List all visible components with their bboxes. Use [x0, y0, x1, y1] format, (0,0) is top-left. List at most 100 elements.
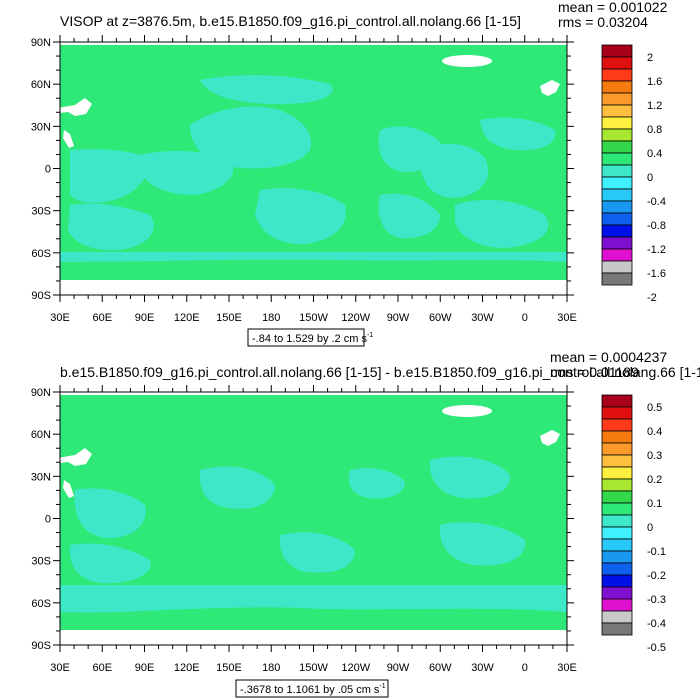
lat-tick-label: 60N	[31, 429, 51, 441]
rms-stat: rms = 0.01189	[550, 364, 639, 380]
lat-tick-label: 0	[45, 164, 51, 176]
anomaly-region	[419, 143, 489, 198]
anomaly-region	[199, 466, 275, 509]
antarctica-mask	[60, 280, 567, 295]
colorbar-swatch	[601, 236, 633, 250]
panel-title: b.e15.B1850.f09_g16.pi_control.all.nolan…	[60, 364, 700, 380]
colorbar-swatch	[601, 164, 633, 178]
lon-tick-label: 150E	[216, 312, 242, 324]
range-label-text: -.3678 to 1.1061 by .05 cm s	[240, 684, 380, 696]
colorbar-label: 0	[647, 522, 653, 534]
lon-tick-label: 90E	[135, 662, 155, 674]
anomaly-region	[439, 522, 526, 566]
lon-tick-label: 150E	[216, 662, 242, 674]
lon-tick-label: 30E	[557, 662, 577, 674]
anomaly-region	[140, 150, 234, 195]
anomaly-region	[255, 188, 346, 245]
colorbar-label: -1.6	[647, 268, 666, 280]
lat-tick-label: 60S	[31, 248, 51, 260]
colorbar-swatch	[601, 574, 633, 588]
colorbar-swatch	[601, 406, 633, 420]
colorbar-label: -0.4	[647, 618, 666, 630]
anomaly-region	[74, 488, 146, 539]
colorbar-swatch	[601, 128, 633, 142]
colorbar-label: 0.1	[647, 498, 662, 510]
colorbar-swatch	[601, 478, 633, 492]
colorbar-swatch	[601, 260, 633, 274]
colorbar-swatch	[601, 200, 633, 214]
range-label-text: -.84 to 1.529 by .2 cm s	[252, 333, 367, 345]
colorbar-swatch	[601, 44, 633, 58]
anomaly-region	[60, 585, 567, 613]
land-mask	[540, 80, 560, 96]
range-label: -.84 to 1.529 by .2 cm s-1	[252, 332, 373, 345]
panel-top: VISOP at z=3876.5m, b.e15.B1850.f09_g16.…	[31, 0, 668, 347]
lon-tick-label: 30E	[557, 312, 577, 324]
lon-tick-label: 120E	[174, 662, 200, 674]
range-box: -.84 to 1.529 by .2 cm s-1	[247, 328, 373, 347]
anomaly-region	[429, 456, 511, 499]
colorbar-swatch	[601, 430, 633, 444]
lon-tick-label: 150W	[299, 312, 328, 324]
colorbar-swatch	[601, 56, 633, 70]
range-box-frame	[247, 328, 365, 347]
colorbar: 2 1.6 1.2 0.8 0.4 0 -0.4 -0.8 -1.2 -1.6 -2	[601, 44, 666, 304]
colorbar-swatch	[601, 466, 633, 480]
land-mask	[60, 98, 92, 116]
anomaly-region	[279, 532, 355, 573]
colorbar-label: 0.4	[647, 148, 662, 160]
map-field	[60, 392, 567, 645]
colorbar-swatch	[601, 562, 633, 576]
colorbar-swatch	[601, 586, 633, 600]
colorbar-swatch	[601, 526, 633, 540]
latitude-axis: 90N 60N 30N 0 30S 60S 90S	[31, 387, 574, 652]
lon-tick-label: 30W	[471, 662, 494, 674]
colorbar-swatch	[601, 116, 633, 130]
range-label-unit-exponent: -1	[367, 332, 373, 339]
colorbar-swatch	[601, 68, 633, 82]
colorbar-swatch	[601, 514, 633, 528]
range-box: -.3678 to 1.1061 by .05 cm s-1	[235, 679, 389, 698]
colorbar-swatch	[601, 80, 633, 94]
colorbar-label: -0.2	[647, 570, 666, 582]
land-mask	[60, 392, 567, 395]
colorbar-swatch	[601, 248, 633, 262]
lat-tick-label: 90S	[31, 290, 51, 302]
colorbar-swatch	[601, 394, 633, 408]
lat-tick-label: 60N	[31, 79, 51, 91]
colorbar-label: -0.4	[647, 196, 666, 208]
colorbar-label: -2	[647, 292, 657, 304]
colorbar-label: 0.3	[647, 450, 662, 462]
lon-tick-label: 180	[262, 312, 280, 324]
anomaly-region	[378, 193, 440, 239]
colorbar-label: 2	[647, 52, 653, 64]
map-field	[60, 42, 567, 295]
lon-tick-label: 120E	[174, 312, 200, 324]
anomaly-region	[60, 252, 567, 262]
lat-tick-label: 90N	[31, 37, 51, 49]
colorbar-swatch	[601, 550, 633, 564]
panel-bottom: b.e15.B1850.f09_g16.pi_control.all.nolan…	[31, 349, 700, 698]
land-mask	[63, 130, 74, 148]
colorbar-swatch	[601, 140, 633, 154]
lon-tick-label: 90W	[387, 662, 410, 674]
lon-tick-label: 30E	[50, 662, 70, 674]
lon-tick-label: 60E	[92, 312, 112, 324]
lon-tick-label: 0	[522, 662, 528, 674]
colorbar-swatch	[601, 442, 633, 456]
lon-tick-label: 150W	[299, 662, 328, 674]
panel-title: VISOP at z=3876.5m, b.e15.B1850.f09_g16.…	[60, 13, 521, 29]
lon-tick-label: 30W	[471, 312, 494, 324]
antarctica-mask	[60, 630, 567, 645]
range-box-frame	[235, 679, 389, 698]
lon-tick-label: 120W	[341, 662, 370, 674]
colorbar-label: 1.2	[647, 100, 662, 112]
lat-tick-label: 30N	[31, 121, 51, 133]
colorbar-swatch	[601, 502, 633, 516]
colorbar-swatch	[601, 188, 633, 202]
colorbar-label: 0.2	[647, 474, 662, 486]
colorbar-swatch	[601, 490, 633, 504]
lon-tick-label: 90W	[387, 312, 410, 324]
lon-tick-label: 90E	[135, 312, 155, 324]
anomaly-region	[70, 149, 150, 203]
